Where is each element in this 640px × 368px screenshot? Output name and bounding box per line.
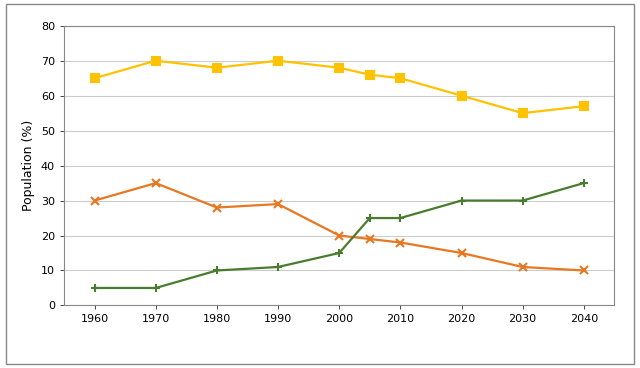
0-14 <box>91 198 99 203</box>
25-64 <box>519 111 527 115</box>
0-14 <box>519 265 527 269</box>
Line: 65+: 65+ <box>90 179 588 292</box>
0-14 <box>458 251 465 255</box>
Y-axis label: Population (%): Population (%) <box>22 120 35 211</box>
25-64 <box>335 66 343 70</box>
25-64 <box>152 59 159 63</box>
0-14 <box>397 240 404 245</box>
0-14 <box>366 237 374 241</box>
65+ <box>458 198 465 203</box>
Line: 25-64: 25-64 <box>90 57 588 117</box>
25-64 <box>580 104 588 109</box>
Line: 0-14: 0-14 <box>90 179 588 275</box>
65+ <box>274 265 282 269</box>
25-64 <box>366 72 374 77</box>
65+ <box>366 216 374 220</box>
0-14 <box>274 202 282 206</box>
0-14 <box>580 268 588 273</box>
65+ <box>213 268 221 273</box>
25-64 <box>397 76 404 80</box>
25-64 <box>274 59 282 63</box>
65+ <box>580 181 588 185</box>
65+ <box>519 198 527 203</box>
25-64 <box>458 93 465 98</box>
65+ <box>152 286 159 290</box>
0-14 <box>335 233 343 238</box>
65+ <box>91 286 99 290</box>
0-14 <box>152 181 159 185</box>
65+ <box>397 216 404 220</box>
0-14 <box>213 205 221 210</box>
25-64 <box>91 76 99 80</box>
65+ <box>335 251 343 255</box>
25-64 <box>213 66 221 70</box>
